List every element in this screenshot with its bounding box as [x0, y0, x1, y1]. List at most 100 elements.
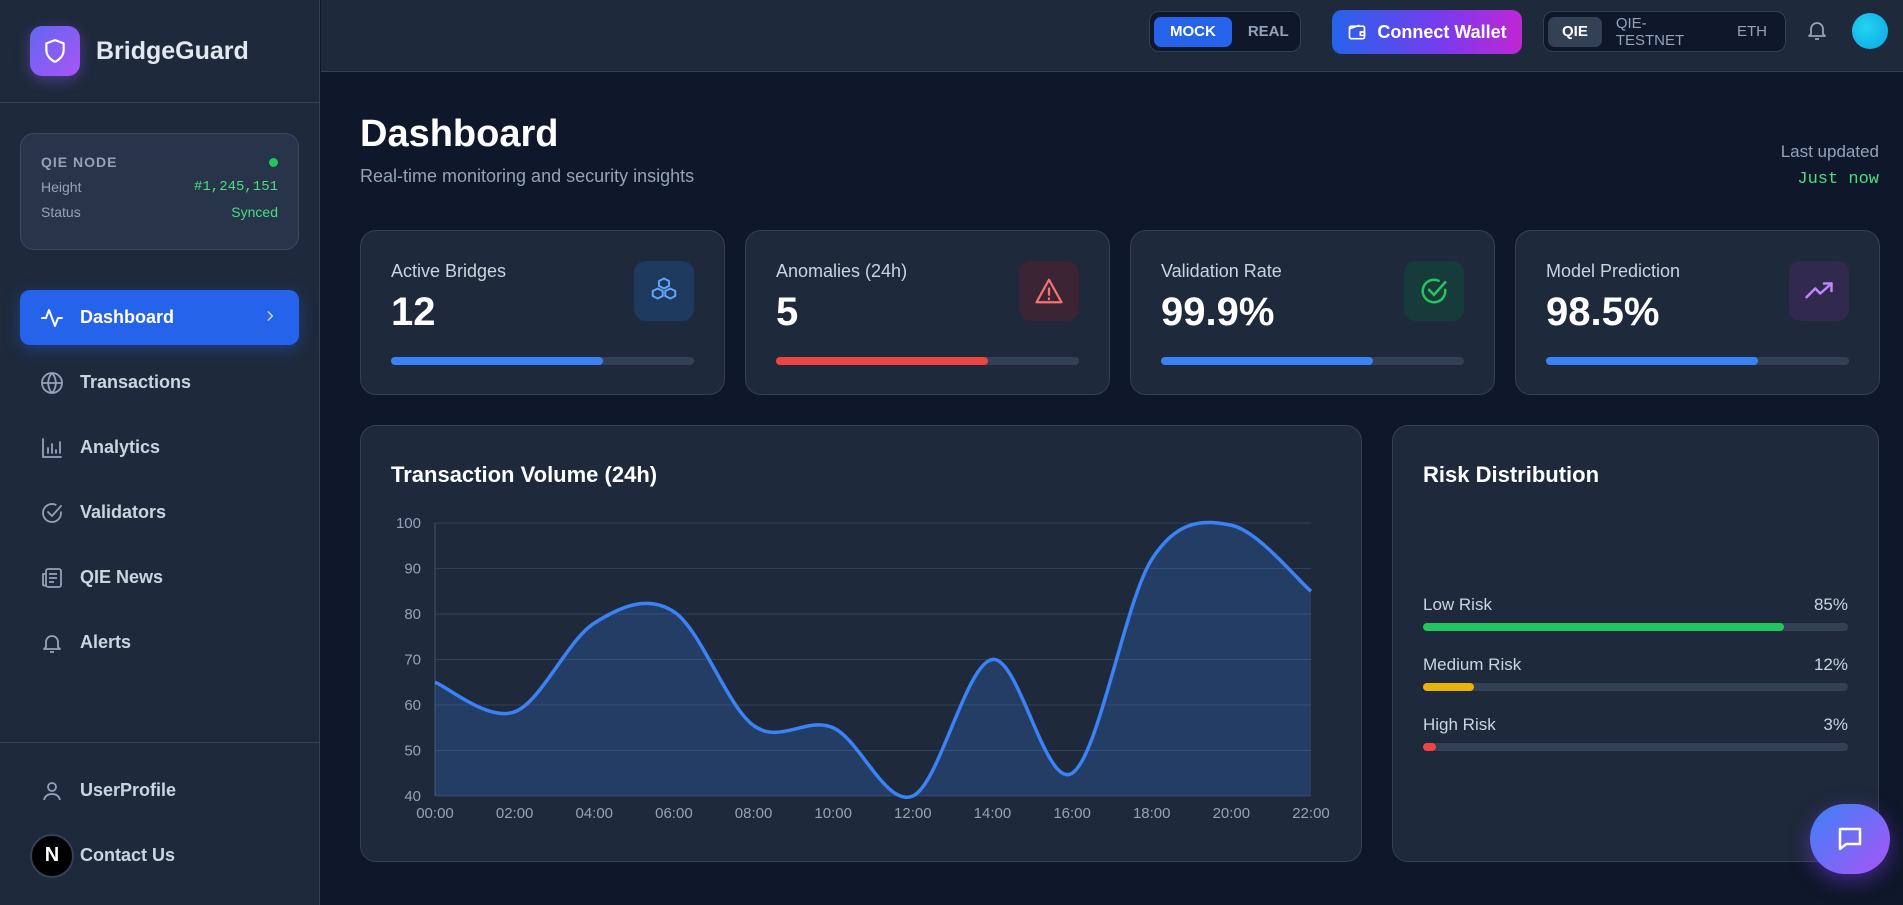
x-tick-label: 16:00	[1053, 805, 1091, 822]
y-tick-label: 80	[404, 606, 421, 623]
brand[interactable]: BridgeGuard	[0, 0, 319, 103]
mode-real-button[interactable]: REAL	[1247, 23, 1289, 40]
y-tick-label: 60	[404, 697, 421, 714]
data-mode-toggle: MOCK REAL	[1149, 11, 1301, 52]
risk-fill	[1423, 623, 1785, 631]
network-qie-testnet-button[interactable]: QIE-TESTNET	[1615, 14, 1685, 49]
nav-item-label: Contact Us	[80, 845, 176, 865]
x-tick-label: 02:00	[496, 805, 534, 822]
check-circle-icon	[40, 501, 64, 525]
nav-item-validators[interactable]: Validators	[20, 485, 299, 540]
nav-item-alerts[interactable]: Alerts	[20, 615, 299, 670]
x-tick-label: 14:00	[974, 805, 1012, 822]
stat-card-model-prediction[interactable]: Model Prediction 98.5%	[1515, 230, 1880, 395]
x-tick-label: 06:00	[655, 805, 693, 822]
nav-item-label: Transactions	[80, 372, 192, 392]
notifications-bell-icon[interactable]	[1805, 18, 1829, 47]
sidebar-footer: UserProfile N Contact Us	[0, 742, 320, 893]
risk-percent: 3%	[1823, 715, 1848, 734]
bell-icon	[40, 631, 64, 655]
stat-progress-fill	[776, 357, 989, 365]
risk-row-low: Low Risk 85%	[1423, 595, 1848, 631]
stat-progress-fill	[391, 357, 604, 365]
x-tick-label: 00:00	[416, 805, 454, 822]
y-tick-label: 90	[404, 561, 421, 578]
stat-label: Validation Rate	[1161, 261, 1282, 281]
risk-row-medium: Medium Risk 12%	[1423, 655, 1848, 691]
user-avatar[interactable]	[1852, 13, 1888, 49]
x-tick-label: 04:00	[575, 805, 613, 822]
network-qie-button[interactable]: QIE	[1548, 16, 1602, 47]
globe-icon	[40, 371, 64, 395]
node-height-value: #1,245,151	[193, 179, 278, 195]
x-tick-label: 10:00	[814, 805, 852, 822]
node-online-indicator	[269, 157, 278, 167]
y-tick-label: 100	[396, 515, 421, 532]
boxes-icon	[634, 261, 694, 321]
page-subtitle: Real-time monitoring and security insigh…	[360, 166, 695, 186]
risk-percent: 12%	[1813, 655, 1848, 674]
nav-item-qie-news[interactable]: QIE News	[20, 550, 299, 605]
nav-item-label: Validators	[80, 502, 167, 522]
risk-distribution-panel: Risk Distribution Low Risk 85% Medium Ri…	[1392, 425, 1879, 862]
transaction-volume-chart[interactable]: 40 50 60 70 80 90 100 00:00 02:00 04:00 06:00 08:00…	[361, 426, 1361, 863]
risk-track	[1423, 743, 1848, 751]
nav-item-label: Analytics	[80, 437, 161, 457]
risk-track	[1423, 683, 1848, 691]
stat-label: Model Prediction	[1546, 261, 1681, 281]
stat-value: 98.5%	[1546, 290, 1660, 334]
risk-label: Low Risk	[1423, 595, 1492, 614]
node-status-card: QIE NODE Height #1,245,151 Status Synced	[20, 133, 299, 250]
nav-item-analytics[interactable]: Analytics	[20, 420, 299, 475]
stat-card-active-bridges[interactable]: Active Bridges 12	[360, 230, 725, 395]
sidebar: BridgeGuard QIE NODE Height #1,245,151 S…	[0, 0, 320, 905]
x-tick-label: 22:00	[1292, 805, 1330, 822]
nav-item-label: Dashboard	[80, 307, 175, 327]
top-bar: MOCK REAL Connect Wallet QIE QIE-TESTNET…	[321, 0, 1903, 72]
stat-value: 99.9%	[1161, 290, 1275, 334]
mode-mock-button[interactable]: MOCK	[1154, 16, 1232, 47]
nav-item-label: Alerts	[80, 632, 132, 652]
node-height-label: Height	[41, 179, 82, 195]
x-tick-label: 20:00	[1213, 805, 1251, 822]
risk-label: Medium Risk	[1423, 655, 1522, 674]
brand-name: BridgeGuard	[96, 36, 249, 65]
stat-card-validation-rate[interactable]: Validation Rate 99.9%	[1130, 230, 1495, 395]
risk-fill	[1423, 683, 1474, 691]
x-tick-label: 18:00	[1133, 805, 1171, 822]
nav-item-transactions[interactable]: Transactions	[20, 355, 299, 410]
stat-label: Anomalies (24h)	[776, 261, 908, 281]
stat-progress-fill	[1161, 357, 1374, 365]
network-selector: QIE QIE-TESTNET ETH	[1543, 11, 1786, 52]
y-tick-label: 50	[404, 743, 421, 760]
alert-triangle-icon	[1019, 261, 1079, 321]
last-updated-label: Last updated	[1780, 142, 1879, 161]
shield-icon	[30, 26, 80, 76]
page-title: Dashboard	[360, 113, 559, 155]
newspaper-icon	[40, 566, 64, 590]
stat-label: Active Bridges	[391, 261, 507, 281]
connect-wallet-label: Connect Wallet	[1377, 21, 1507, 42]
stat-progress-track	[391, 357, 694, 365]
connect-wallet-button[interactable]: Connect Wallet	[1332, 10, 1522, 54]
risk-title: Risk Distribution	[1423, 462, 1600, 487]
chat-button[interactable]	[1810, 804, 1890, 874]
stat-value: 5	[776, 290, 799, 334]
last-updated-value: Just now	[1797, 170, 1879, 189]
nav-item-user-profile[interactable]: UserProfile	[20, 763, 300, 818]
nav-item-label: UserProfile	[80, 780, 177, 800]
network-eth-button[interactable]: ETH	[1737, 23, 1767, 40]
node-status-label: Status	[41, 204, 81, 220]
activity-icon	[40, 306, 64, 330]
n-logo-icon: N	[30, 833, 74, 878]
transaction-volume-panel: Transaction Volume (24h) 40 50 60 70 80 90 100…	[360, 425, 1362, 862]
stat-card-anomalies[interactable]: Anomalies (24h) 5	[745, 230, 1110, 395]
nav-item-dashboard[interactable]: Dashboard	[20, 290, 299, 345]
risk-track	[1423, 623, 1848, 631]
area-fill	[435, 522, 1311, 798]
stat-progress-track	[1546, 357, 1849, 365]
chart-title: Transaction Volume (24h)	[391, 462, 658, 487]
y-tick-label: 70	[404, 652, 421, 669]
node-title: QIE NODE	[41, 154, 118, 170]
nav-item-contact-us[interactable]: N Contact Us	[20, 828, 300, 883]
